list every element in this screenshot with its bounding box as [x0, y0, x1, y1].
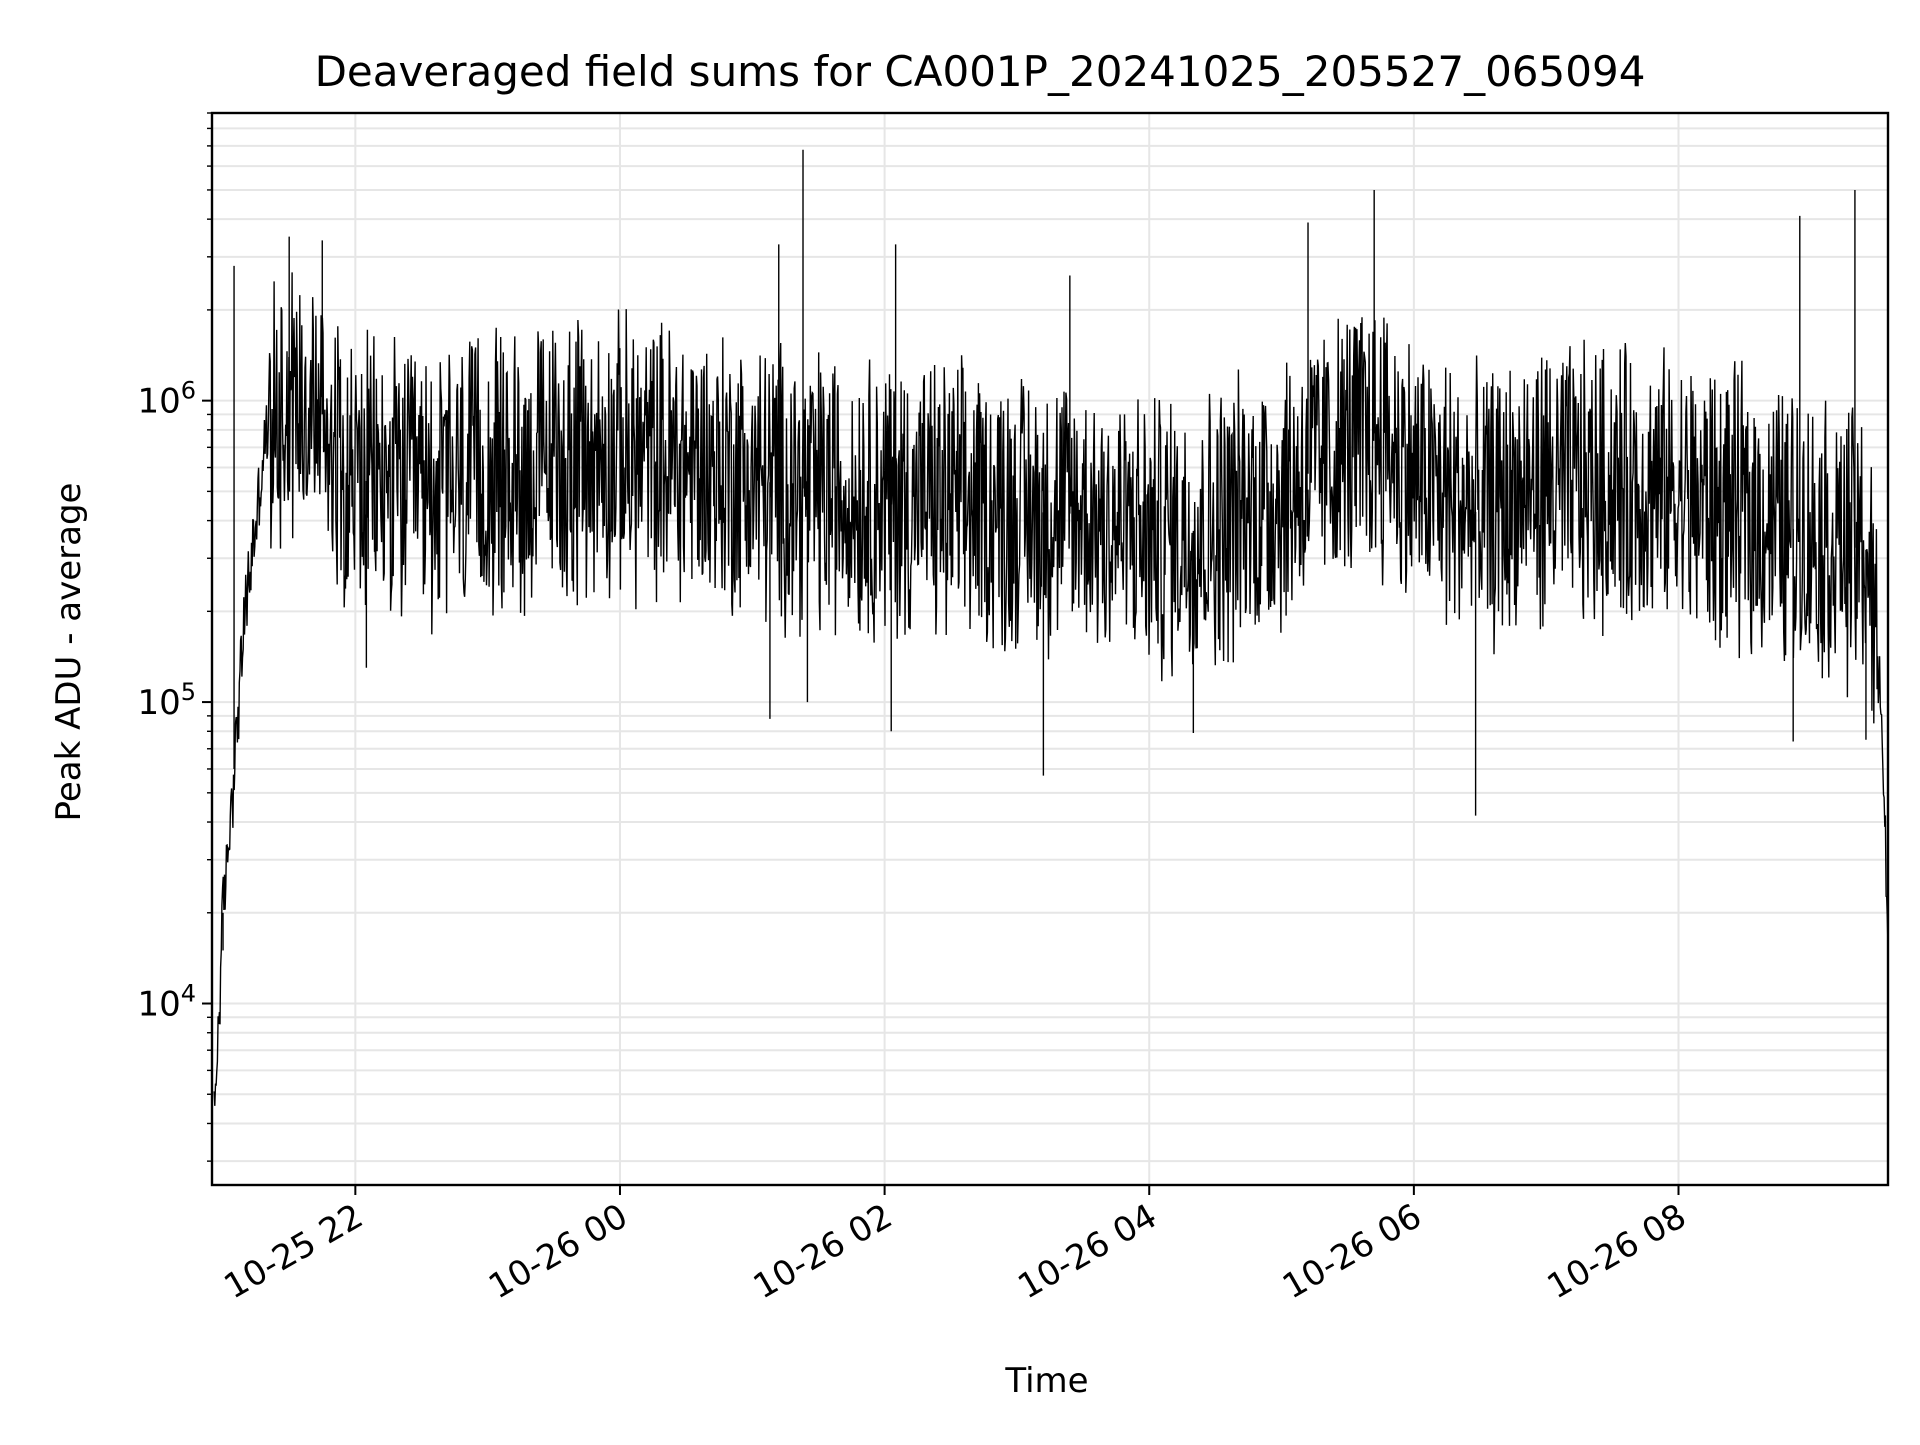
x-axis-label: Time: [1004, 1361, 1088, 1401]
y-axis-label: Peak ADU - average: [49, 483, 89, 822]
y-tick-label: 105: [137, 678, 196, 723]
series-line: [213, 272, 1889, 1106]
y-tick-label: 106: [137, 377, 196, 422]
plot-frame: [210, 111, 1890, 1187]
y-tick-label: 104: [137, 980, 196, 1025]
chart-title: Deaveraged field sums for CA001P_2024102…: [315, 47, 1646, 96]
plot-layer: [213, 149, 1889, 1106]
